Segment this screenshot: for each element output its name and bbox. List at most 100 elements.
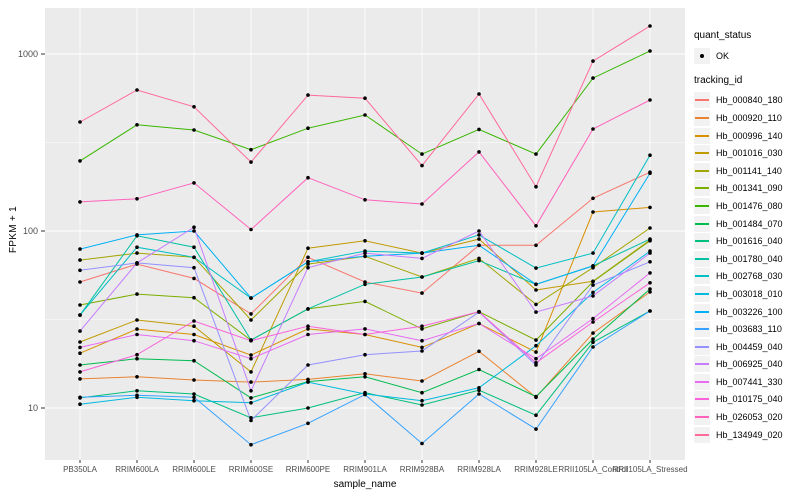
data-point: [534, 394, 538, 399]
data-point: [249, 353, 253, 357]
legend-label: Hb_007441_330: [716, 376, 783, 387]
data-point: [477, 243, 481, 248]
data-point: [192, 265, 196, 270]
data-point: [306, 93, 310, 97]
data-point: [363, 352, 367, 357]
data-point: [78, 313, 82, 317]
data-point: [78, 370, 82, 374]
data-point: [534, 413, 538, 418]
legend-item-tracking-id: Hb_004459_040: [694, 338, 800, 356]
legend-key-line: [695, 328, 709, 331]
legend-label: OK: [716, 50, 730, 61]
data-point: [420, 251, 424, 255]
legend-item-tracking-id: Hb_000996_140: [694, 127, 800, 145]
data-point: [78, 377, 82, 381]
data-point: [648, 281, 652, 285]
data-point: [591, 340, 595, 345]
x-axis-title: sample_name: [333, 479, 397, 490]
data-point: [648, 251, 652, 255]
line-swatch-icon: [694, 409, 710, 426]
data-point: [591, 290, 595, 295]
legend-label: Hb_001616_040: [716, 236, 783, 247]
data-point: [306, 126, 310, 130]
legend-label: Hb_006925_040: [716, 359, 783, 370]
data-point: [363, 299, 367, 304]
y-tick-label: 1000: [17, 49, 38, 59]
data-point: [306, 332, 310, 337]
data-point: [78, 247, 82, 251]
legend-key-line: [695, 292, 709, 295]
data-point: [78, 303, 82, 307]
legend-item-tracking-id: Hb_001780_040: [694, 250, 800, 268]
data-point: [591, 59, 595, 63]
data-point: [306, 406, 310, 410]
data-point: [648, 287, 652, 291]
data-point: [363, 372, 367, 376]
data-point: [534, 338, 538, 342]
data-point: [648, 309, 652, 313]
data-point: [78, 402, 82, 407]
line-swatch-icon: [694, 373, 710, 390]
line-swatch-icon: [694, 215, 710, 232]
data-point: [420, 390, 424, 395]
data-point: [78, 120, 82, 124]
data-point: [363, 198, 367, 202]
legend: quant_status OK tracking_id Hb_000840_18…: [694, 30, 800, 443]
legend-key-line: [695, 363, 709, 366]
data-point: [135, 356, 139, 361]
data-point: [420, 441, 424, 446]
data-point: [192, 245, 196, 249]
x-tick-label: RRIM901LA: [343, 465, 387, 474]
data-point: [477, 127, 481, 132]
data-point: [249, 312, 253, 316]
data-point: [306, 421, 310, 426]
legend-label: Hb_003018_010: [716, 288, 783, 299]
data-point: [192, 332, 196, 337]
data-point: [420, 291, 424, 295]
data-point: [420, 345, 424, 350]
legend-label: Hb_001016_030: [716, 148, 783, 159]
data-point: [648, 226, 652, 230]
data-point: [591, 316, 595, 321]
legend-key-line: [695, 204, 709, 207]
data-point: [363, 254, 367, 259]
data-point: [306, 246, 310, 250]
data-point: [306, 175, 310, 180]
legend-item-quant-status: OK: [694, 47, 800, 65]
data-point: [534, 343, 538, 348]
data-point: [363, 239, 367, 243]
data-point: [135, 233, 139, 237]
data-point: [192, 338, 196, 343]
line-swatch-icon: [694, 338, 710, 355]
legend-key-line: [695, 187, 709, 190]
data-point: [363, 96, 367, 100]
data-point: [591, 196, 595, 201]
data-point: [135, 88, 139, 92]
data-point: [591, 331, 595, 335]
data-point: [534, 356, 538, 361]
legend-item-tracking-id: Hb_001016_030: [694, 144, 800, 162]
point-icon: [694, 47, 710, 64]
data-point: [249, 227, 253, 232]
line-swatch-icon: [694, 285, 710, 302]
data-point: [591, 337, 595, 341]
data-point: [420, 338, 424, 343]
data-point: [192, 398, 196, 403]
data-point: [78, 345, 82, 350]
data-point: [591, 264, 595, 268]
data-point: [477, 349, 481, 354]
data-point: [192, 358, 196, 363]
legend-key-dot: [700, 53, 704, 58]
data-point: [477, 392, 481, 396]
data-point: [420, 403, 424, 407]
data-point: [249, 318, 253, 322]
data-point: [420, 324, 424, 329]
data-point: [78, 200, 82, 204]
data-point: [192, 229, 196, 233]
legend-item-tracking-id: Hb_001476_080: [694, 197, 800, 215]
data-point: [363, 327, 367, 331]
data-point: [135, 261, 139, 265]
line-swatch-icon: [694, 109, 710, 126]
data-point: [249, 296, 253, 300]
legend-label: Hb_001141_140: [716, 165, 782, 176]
